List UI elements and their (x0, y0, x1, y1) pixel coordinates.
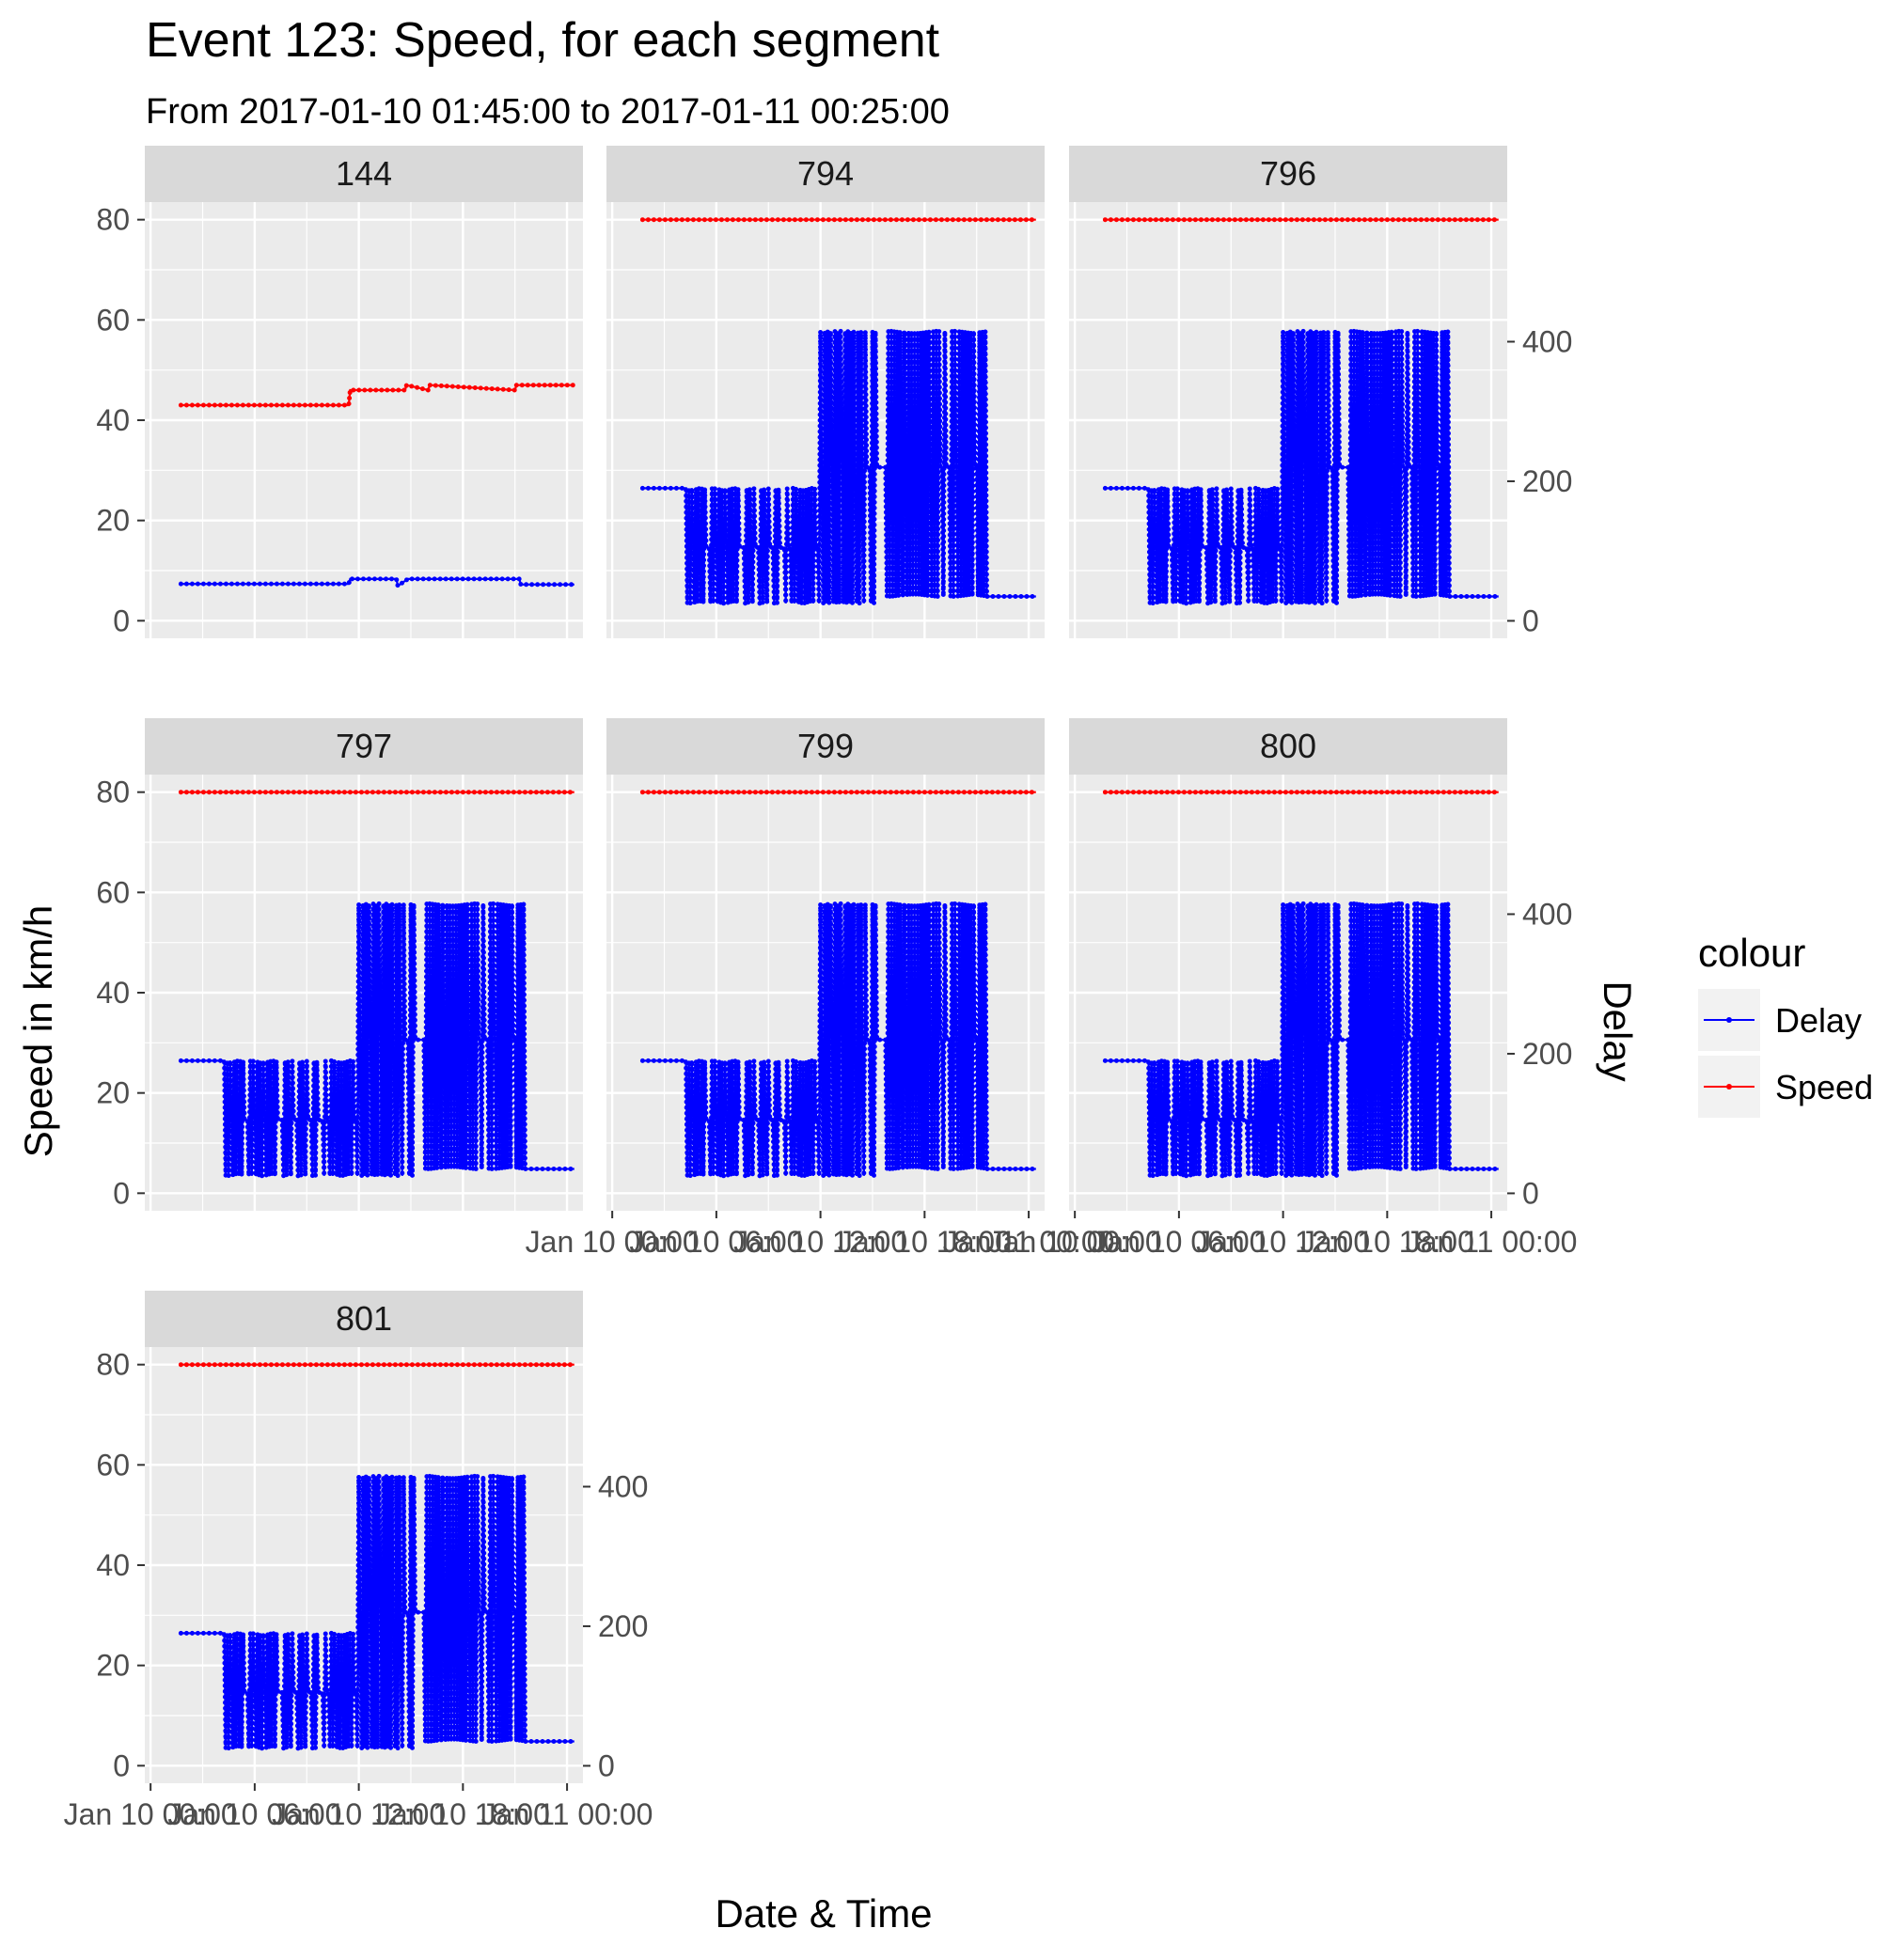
facet-strip (1069, 718, 1507, 775)
facet-strip-label: 800 (1260, 727, 1316, 765)
delay-series-points (1102, 331, 1502, 604)
y-left-tick-label: 80 (96, 1348, 130, 1382)
facet-strip-label: 797 (336, 727, 392, 765)
x-tick-label: Jan 10 12:00 (272, 1797, 446, 1831)
y-right-tick-label: 200 (1522, 1037, 1572, 1071)
facet-strip-label: 801 (336, 1299, 392, 1338)
y-right-tick-label: 400 (1522, 897, 1572, 931)
facet-strip-label: 796 (1260, 154, 1316, 193)
facet-panel: 144 0 20 40 60 80 (96, 146, 583, 638)
x-tick-label: Jan 10 18:00 (838, 1225, 1012, 1259)
x-tick-label: Jan 11 00:00 (1406, 1225, 1578, 1259)
chart-title: Event 123: Speed, for each segment (146, 13, 940, 68)
y-right-tick-label: 400 (598, 1469, 648, 1503)
x-tick-label: Jan 10 00:00 (988, 1225, 1162, 1259)
y-left-tick-label: 60 (96, 303, 130, 337)
y-left-tick-label: 20 (96, 1076, 130, 1110)
legend-title: colour (1698, 931, 1805, 975)
x-tick-label: Jan 10 00:00 (526, 1225, 700, 1259)
x-axis-label: Date & Time (715, 1891, 932, 1936)
facet-strip (606, 718, 1045, 775)
y-left-tick-label: 60 (96, 1448, 130, 1482)
y-left-tick-label: 40 (96, 1548, 130, 1582)
x-tick-label: Jan 10 18:00 (376, 1797, 550, 1831)
y-left-tick-label: 40 (96, 976, 130, 1010)
y-left-tick-label: 80 (96, 776, 130, 809)
legend-delay-point (1726, 1017, 1732, 1023)
plot-area: 0 20 40 60 80 (96, 775, 583, 1211)
y-right-tick-label: 200 (1522, 464, 1572, 498)
x-tick-label: Jan 10 06:00 (167, 1797, 341, 1831)
x-tick-label: Jan 10 18:00 (1300, 1225, 1474, 1259)
x-tick-label: Jan 10 00:00 (64, 1797, 238, 1831)
y-axis-left-label: Speed in km/h (16, 905, 60, 1158)
x-tick-label: Jan 11 00:00 (943, 1225, 1115, 1259)
facet-strip (1069, 146, 1507, 202)
y-left-tick-label: 20 (96, 1649, 130, 1683)
speed-series-points (178, 382, 577, 408)
plot-area (606, 202, 1045, 638)
y-axis-right-label: Delay (1596, 980, 1640, 1081)
x-tick-label: Jan 10 12:00 (733, 1225, 907, 1259)
y-left-tick-label: 0 (113, 1176, 130, 1210)
facet-panel: 796 0 200 400 (1069, 146, 1572, 638)
facet-strip (145, 1291, 583, 1347)
facet-strip (606, 146, 1045, 202)
delay-series-points (178, 576, 577, 590)
y-left-tick-label: 60 (96, 875, 130, 909)
x-tick-label: Jan 10 12:00 (1196, 1225, 1370, 1259)
delay-series-points (639, 903, 1039, 1176)
y-right-tick-label: 400 (1522, 324, 1572, 358)
x-tick-label: Jan 11 00:00 (481, 1797, 653, 1831)
facet-strip (145, 146, 583, 202)
y-left-tick-label: 0 (113, 604, 130, 637)
y-right-tick-label: 0 (1522, 1176, 1539, 1210)
facet-panel: 794 (606, 146, 1045, 638)
plot-area: 0 200 400 (1069, 202, 1572, 638)
chart-subtitle: From 2017-01-10 01:45:00 to 2017-01-11 0… (146, 92, 950, 132)
delay-series-points (178, 903, 577, 1176)
facet-panel: 797 0 20 40 60 80 (96, 718, 583, 1211)
delay-series-points (1102, 903, 1502, 1176)
y-left-tick-label: 20 (96, 504, 130, 538)
delay-series-points (639, 331, 1039, 604)
facet-strip-label: 144 (336, 154, 392, 193)
x-tick-label: Jan 10 06:00 (1092, 1225, 1266, 1259)
y-right-tick-label: 0 (598, 1748, 615, 1782)
facet-strip-label: 799 (797, 727, 854, 765)
y-right-tick-label: 0 (1522, 604, 1539, 637)
legend: colour Delay Speed (1698, 931, 1873, 1118)
plot-area: 0 20 40 60 80 (96, 202, 583, 638)
delay-series-points (178, 1476, 577, 1748)
facet-strip (145, 718, 583, 775)
facet-strip-label: 794 (797, 154, 854, 193)
x-tick-label: Jan 10 06:00 (629, 1225, 803, 1259)
legend-speed-point (1726, 1084, 1732, 1090)
legend-label-speed: Speed (1775, 1068, 1873, 1106)
y-left-tick-label: 40 (96, 403, 130, 437)
y-left-tick-label: 0 (113, 1748, 130, 1782)
y-left-tick-label: 80 (96, 203, 130, 237)
y-right-tick-label: 200 (598, 1609, 648, 1643)
legend-label-delay: Delay (1775, 1001, 1862, 1040)
